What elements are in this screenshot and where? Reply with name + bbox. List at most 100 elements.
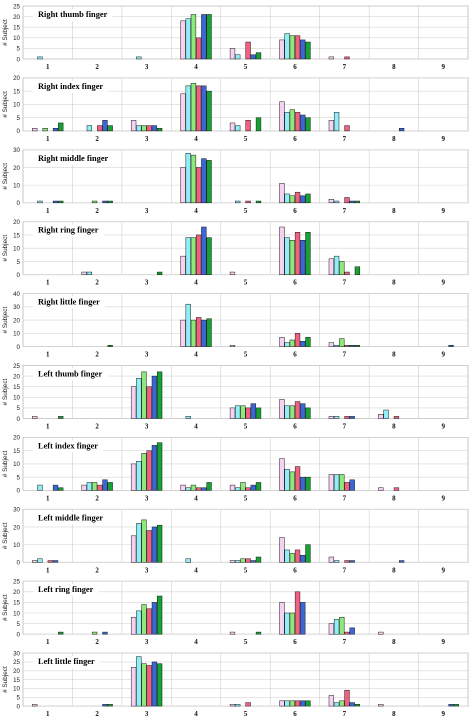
y-axis-label: # Subject <box>2 163 9 190</box>
x-tick-label: 3 <box>145 135 149 143</box>
y-axis-label: # Subject <box>2 378 9 405</box>
bar-7-s1 <box>328 342 335 347</box>
bar-6-s1 <box>279 101 285 132</box>
bar-6-s3 <box>289 471 295 491</box>
x-tick-label: 9 <box>442 135 446 143</box>
x-tick-label: 3 <box>145 423 149 431</box>
x-tick-label: 3 <box>145 351 149 359</box>
y-tick-label: 15 <box>13 384 20 391</box>
y-tick-label: 10 <box>13 102 20 109</box>
y-tick-label: 20 <box>13 165 20 172</box>
bar-3-s3 <box>141 453 147 491</box>
bar-7-s3 <box>339 261 345 275</box>
bar-4-s1 <box>180 255 186 275</box>
bar-7-s4 <box>344 125 350 132</box>
bar-3-s2 <box>136 610 142 635</box>
bar-2-s2 <box>86 125 93 132</box>
bar-7-s5 <box>349 479 355 491</box>
chart-title-box <box>33 80 109 93</box>
bar-7-s4 <box>344 271 350 275</box>
bar-6-s6 <box>305 544 311 563</box>
bar-4-s2 <box>185 18 191 60</box>
bar-7-s1 <box>328 556 335 563</box>
bar-1-s3 <box>42 128 48 132</box>
bar-3-s3 <box>141 604 147 635</box>
bar-5-s1 <box>229 407 236 419</box>
bar-1-s5 <box>52 484 59 491</box>
bar-8-s1 <box>378 487 384 491</box>
bar-4-s3 <box>190 154 197 204</box>
bar-6-s2 <box>284 33 290 60</box>
bar-3-s1 <box>130 120 137 132</box>
bar-6-s5 <box>300 195 306 204</box>
bar-4-s3 <box>190 484 197 491</box>
bar-6-s3 <box>289 405 295 419</box>
bar-1-s5 <box>52 200 59 204</box>
x-tick-label: 2 <box>95 351 99 359</box>
bar-7-s2 <box>333 474 340 491</box>
x-tick-label: 6 <box>293 423 297 431</box>
bar-5-s2 <box>235 54 241 60</box>
x-tick-label: 1 <box>46 279 50 287</box>
y-tick-label: 10 <box>13 182 20 189</box>
bar-6-s3 <box>289 339 295 347</box>
bar-8-s5 <box>398 560 405 563</box>
x-tick-label: 8 <box>392 279 396 287</box>
x-tick-label: 5 <box>244 494 248 502</box>
bar-8-s5 <box>398 128 405 132</box>
x-tick-label: 6 <box>293 638 297 646</box>
bar-7-s5 <box>349 416 355 419</box>
x-tick-label: 8 <box>392 351 396 359</box>
bar-6-s2 <box>284 549 290 563</box>
bar-4-s3 <box>190 237 197 275</box>
bar-3-s6 <box>156 663 163 707</box>
x-tick-label: 8 <box>392 207 396 215</box>
x-tick-label: 8 <box>392 494 396 502</box>
bar-5-s3 <box>240 558 246 563</box>
bar-8-s1 <box>378 631 384 635</box>
x-tick-label: 7 <box>343 279 347 287</box>
x-tick-label: 8 <box>392 566 396 574</box>
y-tick-label: 20 <box>13 317 20 324</box>
y-tick-label: 30 <box>13 650 20 657</box>
bar-3-s2 <box>136 125 142 132</box>
bar-5-s4 <box>245 487 251 491</box>
bar-7-s3 <box>339 338 345 347</box>
bar-2-s3 <box>91 482 98 491</box>
bar-6-s3 <box>289 35 295 60</box>
bar-6-s4 <box>294 700 301 707</box>
bar-5-s2 <box>235 125 241 132</box>
bar-7-s2 <box>333 619 340 635</box>
bar-2-s6 <box>107 125 113 132</box>
bar-5-s2 <box>235 405 241 419</box>
bar-3-s4 <box>146 125 152 132</box>
bar-7-s1 <box>328 474 335 491</box>
x-tick-label: 4 <box>194 423 198 431</box>
y-tick-label: 25 <box>13 579 20 586</box>
bar-5-s2 <box>235 560 241 563</box>
bar-2-s6 <box>107 482 113 491</box>
y-axis-label: # Subject <box>2 450 9 477</box>
bar-6-s4 <box>294 191 301 204</box>
bar-3-s6 <box>156 271 163 275</box>
bar-3-s1 <box>130 463 137 491</box>
bar-8-s1 <box>378 414 384 419</box>
chart-panel-6: 0 5 10 15 20 25 # Subject 1 2 3 4 5 6 7 8 9 Left thumb f… <box>2 363 469 431</box>
bar-4-s2 <box>185 237 191 275</box>
bar-4-s5 <box>201 487 207 491</box>
x-tick-label: 6 <box>293 207 297 215</box>
bar-7-s2 <box>333 255 340 275</box>
bar-6-s1 <box>279 602 285 635</box>
x-tick-label: 6 <box>293 63 297 71</box>
bar-4-s6 <box>206 237 212 275</box>
bar-3-s6 <box>156 442 163 491</box>
bar-2-s5 <box>102 200 108 204</box>
y-tick-label: 10 <box>13 395 20 402</box>
x-tick-label: 3 <box>145 566 149 574</box>
bar-7-s5 <box>349 200 355 204</box>
bar-5-s5 <box>250 403 256 419</box>
x-tick-label: 2 <box>95 638 99 646</box>
x-tick-label: 7 <box>343 207 347 215</box>
bar-7-s6 <box>354 200 361 204</box>
x-tick-label: 3 <box>145 710 149 718</box>
